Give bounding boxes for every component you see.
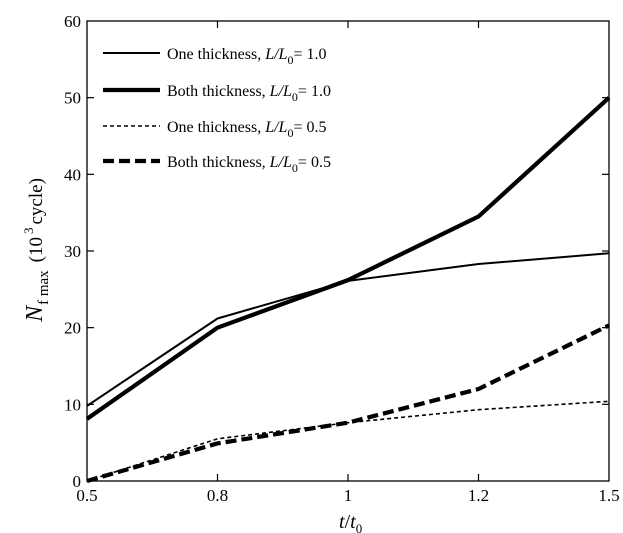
x-label-var: t: [339, 511, 345, 533]
y-label-unit-close: cycle): [26, 178, 47, 224]
legend-label: One thickness, L/L0= 1.0: [167, 46, 326, 67]
legend-label: One thickness, L/L0= 0.5: [167, 119, 326, 140]
y-axis-ticks: 0 10 20 30 40 50 60: [64, 12, 609, 491]
y-tick-label: 40: [64, 165, 81, 184]
x-axis-label: t/t0: [339, 511, 362, 533]
y-label-unit-open: (10: [26, 237, 47, 262]
series-line-4: [86, 323, 610, 484]
y-tick-label: 20: [64, 319, 81, 338]
x-tick-label: 1: [344, 486, 353, 505]
x-tick-label: 0.5: [76, 486, 97, 505]
plot-frame: [86, 20, 610, 482]
legend: One thickness, L/L0= 1.0 Both thickness, …: [103, 46, 331, 175]
x-tick-label: 0.8: [207, 486, 228, 505]
y-label-main: N: [22, 304, 48, 323]
y-tick-label: 60: [64, 12, 81, 31]
y-label-unit-sup: 3: [21, 227, 36, 234]
series-lines: [85, 96, 611, 484]
y-tick-label: 10: [64, 395, 81, 414]
y-tick-label: 30: [64, 242, 81, 261]
x-label-sub: 0: [356, 521, 363, 533]
y-axis-label: Nf max (10 3 cycle): [21, 178, 52, 323]
legend-label: Both thickness, L/L0= 0.5: [167, 154, 331, 175]
series-line-3: [86, 400, 610, 482]
series-line-2: [85, 96, 611, 421]
legend-label: Both thickness, L/L0= 1.0: [167, 83, 331, 104]
y-tick-label: 0: [73, 472, 82, 491]
x-tick-label: 1.5: [598, 486, 619, 505]
x-tick-label: 1.2: [468, 486, 489, 505]
x-axis-ticks: 0.5 0.8 1 1.2 1.5: [76, 21, 620, 505]
y-label-sub: f max: [36, 270, 52, 305]
y-tick-label: 50: [64, 89, 81, 108]
x-label-slash: /: [345, 511, 351, 533]
x-label-var2: t: [350, 511, 356, 533]
series-line-1: [86, 252, 610, 407]
